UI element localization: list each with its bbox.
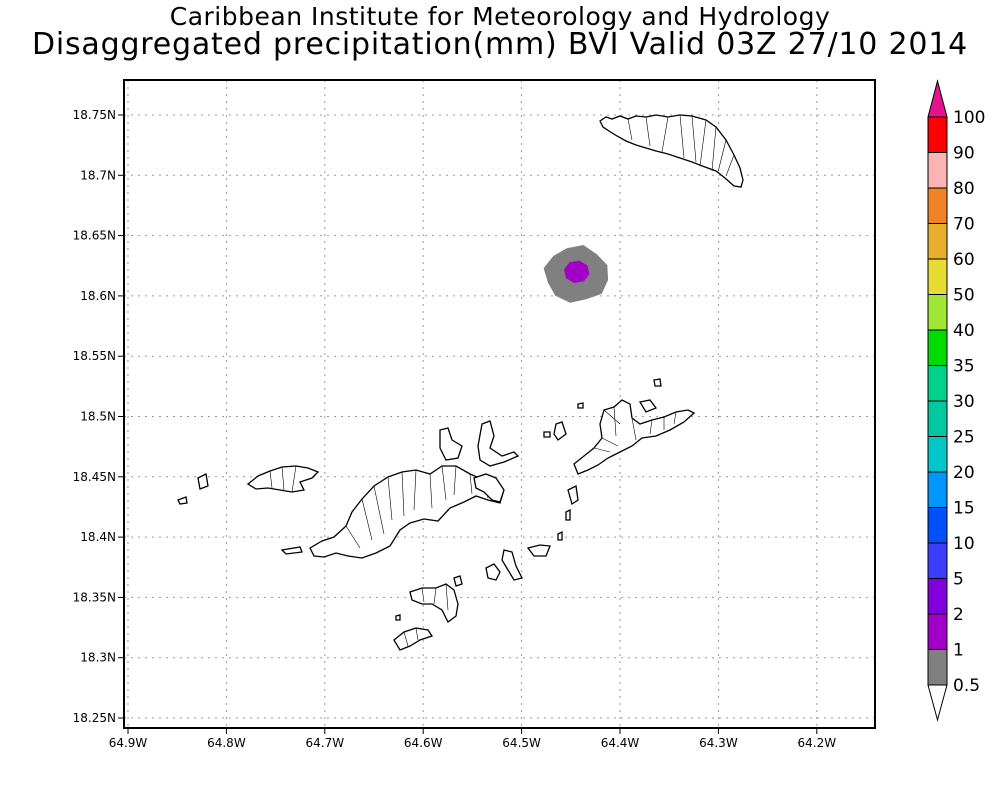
colorbar-box [927,223,948,260]
colorbar-label: 60 [953,250,975,270]
islet-great-camanoe [477,420,520,467]
y-tick-label: 18.4N [80,530,116,544]
island-norman [393,627,434,651]
y-tick-label: 18.6N [80,289,116,303]
island-anegada [599,114,744,188]
colorbar-box [927,116,948,153]
islet-west-1 [197,473,209,490]
y-tick-label: 18.5N [80,410,116,424]
islet-north-3 [553,421,567,441]
islet-chain-1 [565,508,571,521]
map-frame [123,79,876,729]
colorbar-box [927,436,948,473]
colorbar-box [927,152,948,189]
x-tick-label: 64.6W [404,736,443,750]
islet-ginger [526,544,551,557]
chart-subtitle: Disaggregated precipitation(mm) BVI Vali… [31,27,969,62]
colorbar-box [927,578,948,615]
island-jost-van-dyke [246,465,320,493]
islet-chain-2 [567,485,579,506]
precipitation-layer [543,245,609,303]
y-tick-label: 18.3N [80,651,116,665]
islet-north-1 [577,402,584,409]
island-virgin-gorda [573,399,696,475]
y-tick-label: 18.55N [73,349,116,363]
islet-cooper [501,549,523,581]
colorbar-label: 80 [953,179,975,199]
colorbar-label: 5 [953,570,964,590]
colorbar-box [927,329,948,366]
islet-pelican [395,614,401,621]
x-tick-label: 64.3W [699,736,738,750]
island-peter [409,583,459,623]
colorbar-box [927,365,948,402]
colorbar-box [927,507,948,544]
colorbar-label: 1 [953,641,964,661]
colorbar-label: 15 [953,499,975,519]
islet-chain-3 [557,530,563,541]
colorbar-label: 40 [953,321,975,341]
x-tick-label: 64.9W [109,736,148,750]
islet-west-3 [280,546,303,555]
islet-dead-chest [453,575,463,587]
y-tick-label: 18.25N [73,711,116,725]
x-tick-label: 64.5W [502,736,541,750]
islet-west-2 [177,496,188,505]
y-tick-label: 18.45N [73,470,116,484]
colorbar-label: 10 [953,534,975,554]
colorbar-box [927,187,948,224]
colorbar-label: 90 [953,144,975,164]
colorbar-top-arrow [927,79,948,118]
colorbar-bottom-arrow [927,684,948,722]
colorbar-label: 70 [953,215,975,235]
precip-cell-core [564,260,590,283]
islet-guana [439,427,463,461]
islet-prickly-pear [653,378,662,387]
x-tick-label: 64.7W [306,736,345,750]
colorbar-box [927,471,948,508]
colorbar-label: 25 [953,428,975,448]
islands-layer [177,114,744,651]
y-tick-label: 18.35N [73,590,116,604]
colorbar-box [927,613,948,650]
gridlines [124,80,875,728]
islet-beef-island [473,473,505,503]
x-axis-ticks: 64.9W 64.8W 64.7W 64.6W 64.5W 64.4W 64.3W 64.2W [109,728,837,750]
colorbar-box [927,294,948,331]
y-tick-label: 18.7N [80,168,116,182]
y-tick-label: 18.65N [73,229,116,243]
colorbar-label: 100 [953,108,985,128]
colorbar-box [927,258,948,295]
x-tick-label: 64.2W [798,736,837,750]
colorbar-box [927,542,948,579]
chart-title: Caribbean Institute for Meteorology and … [169,2,831,31]
y-tick-label: 18.75N [73,108,116,122]
islet-north-2 [543,431,551,438]
y-axis-ticks: 18.25N 18.3N 18.35N 18.4N 18.45N 18.5N 18.55N 1… [73,108,124,725]
colorbar-label: 2 [953,605,964,625]
colorbar-label: 30 [953,392,975,412]
colorbar-label: 50 [953,286,975,306]
x-tick-label: 64.8W [207,736,246,750]
colorbar-label: 20 [953,463,975,483]
x-tick-label: 64.4W [601,736,640,750]
islet-mosquito [638,399,658,413]
colorbar-label: 0.5 [953,676,980,696]
colorbar-label: 35 [953,357,975,377]
colorbar-box [927,649,948,686]
colorbar-box [927,400,948,437]
islet-salt [485,563,501,581]
